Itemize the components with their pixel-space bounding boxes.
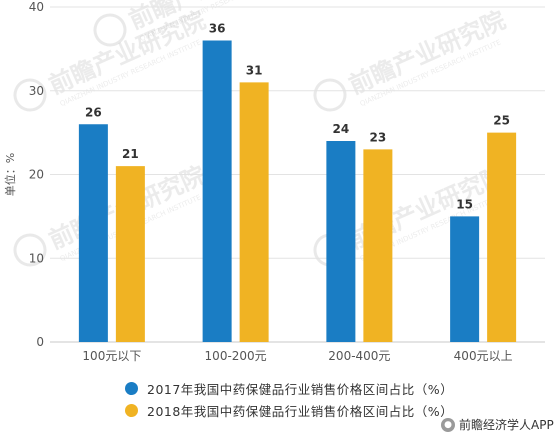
y-tick-label: 20 xyxy=(29,168,44,182)
bar xyxy=(450,216,480,342)
bar xyxy=(78,124,108,342)
y-tick-label: 10 xyxy=(29,251,44,265)
bars xyxy=(78,40,517,342)
watermark-logo-icon xyxy=(13,233,47,267)
bar-value-label: 23 xyxy=(370,130,387,144)
legend: 2017年我国中药保健品行业销售价格区间占比（%） 2018年我国中药保健品行业… xyxy=(125,377,453,421)
x-tick-label: 400元以上 xyxy=(454,349,513,363)
bar xyxy=(239,82,269,342)
footer-label: 前瞻经济学人APP xyxy=(459,418,554,432)
y-tick-label: 40 xyxy=(29,0,44,14)
legend-label-2018: 2018年我国中药保健品行业销售价格区间占比（%） xyxy=(147,403,454,419)
bar xyxy=(326,141,356,342)
legend-marker-2017 xyxy=(125,381,138,395)
x-tick-label: 100-200元 xyxy=(205,349,267,363)
value-labels: 26 21 36 31 24 23 15 25 xyxy=(85,22,510,212)
y-tick-labels: 0 10 20 30 40 xyxy=(29,0,44,349)
watermark-logo-icon xyxy=(93,13,127,47)
bar xyxy=(202,40,232,342)
wechat-account-icon: ● xyxy=(441,417,455,432)
watermark-logo-icon xyxy=(13,78,47,112)
y-axis-label: 单位：% xyxy=(3,153,17,196)
bar-value-label: 31 xyxy=(246,63,263,77)
legend-item-2017: 2017年我国中药保健品行业销售价格区间占比（%） xyxy=(125,377,453,399)
bar xyxy=(487,132,517,342)
bar-value-label: 24 xyxy=(333,122,350,136)
legend-label-2017: 2017年我国中药保健品行业销售价格区间占比（%） xyxy=(147,381,454,397)
source-footer: ● 前瞻经济学人APP xyxy=(441,416,554,433)
legend-marker-2018 xyxy=(125,403,138,417)
bar xyxy=(363,149,393,342)
x-tick-labels: 100元以下 100-200元 200-400元 400元以上 xyxy=(82,349,512,363)
x-tick-label: 100元以下 xyxy=(82,349,141,363)
bar xyxy=(115,166,145,342)
bar-value-label: 26 xyxy=(85,105,102,119)
x-tick-label: 200-400元 xyxy=(328,349,390,363)
y-tick-label: 30 xyxy=(29,84,44,98)
bar-value-label: 25 xyxy=(493,114,510,128)
watermark-logo-icon xyxy=(313,78,347,112)
bar-value-label: 15 xyxy=(456,197,473,211)
bar-value-label: 36 xyxy=(209,22,226,36)
legend-item-2018: 2018年我国中药保健品行业销售价格区间占比（%） xyxy=(125,399,453,421)
bar-value-label: 21 xyxy=(122,147,139,161)
y-tick-label: 0 xyxy=(36,335,44,349)
